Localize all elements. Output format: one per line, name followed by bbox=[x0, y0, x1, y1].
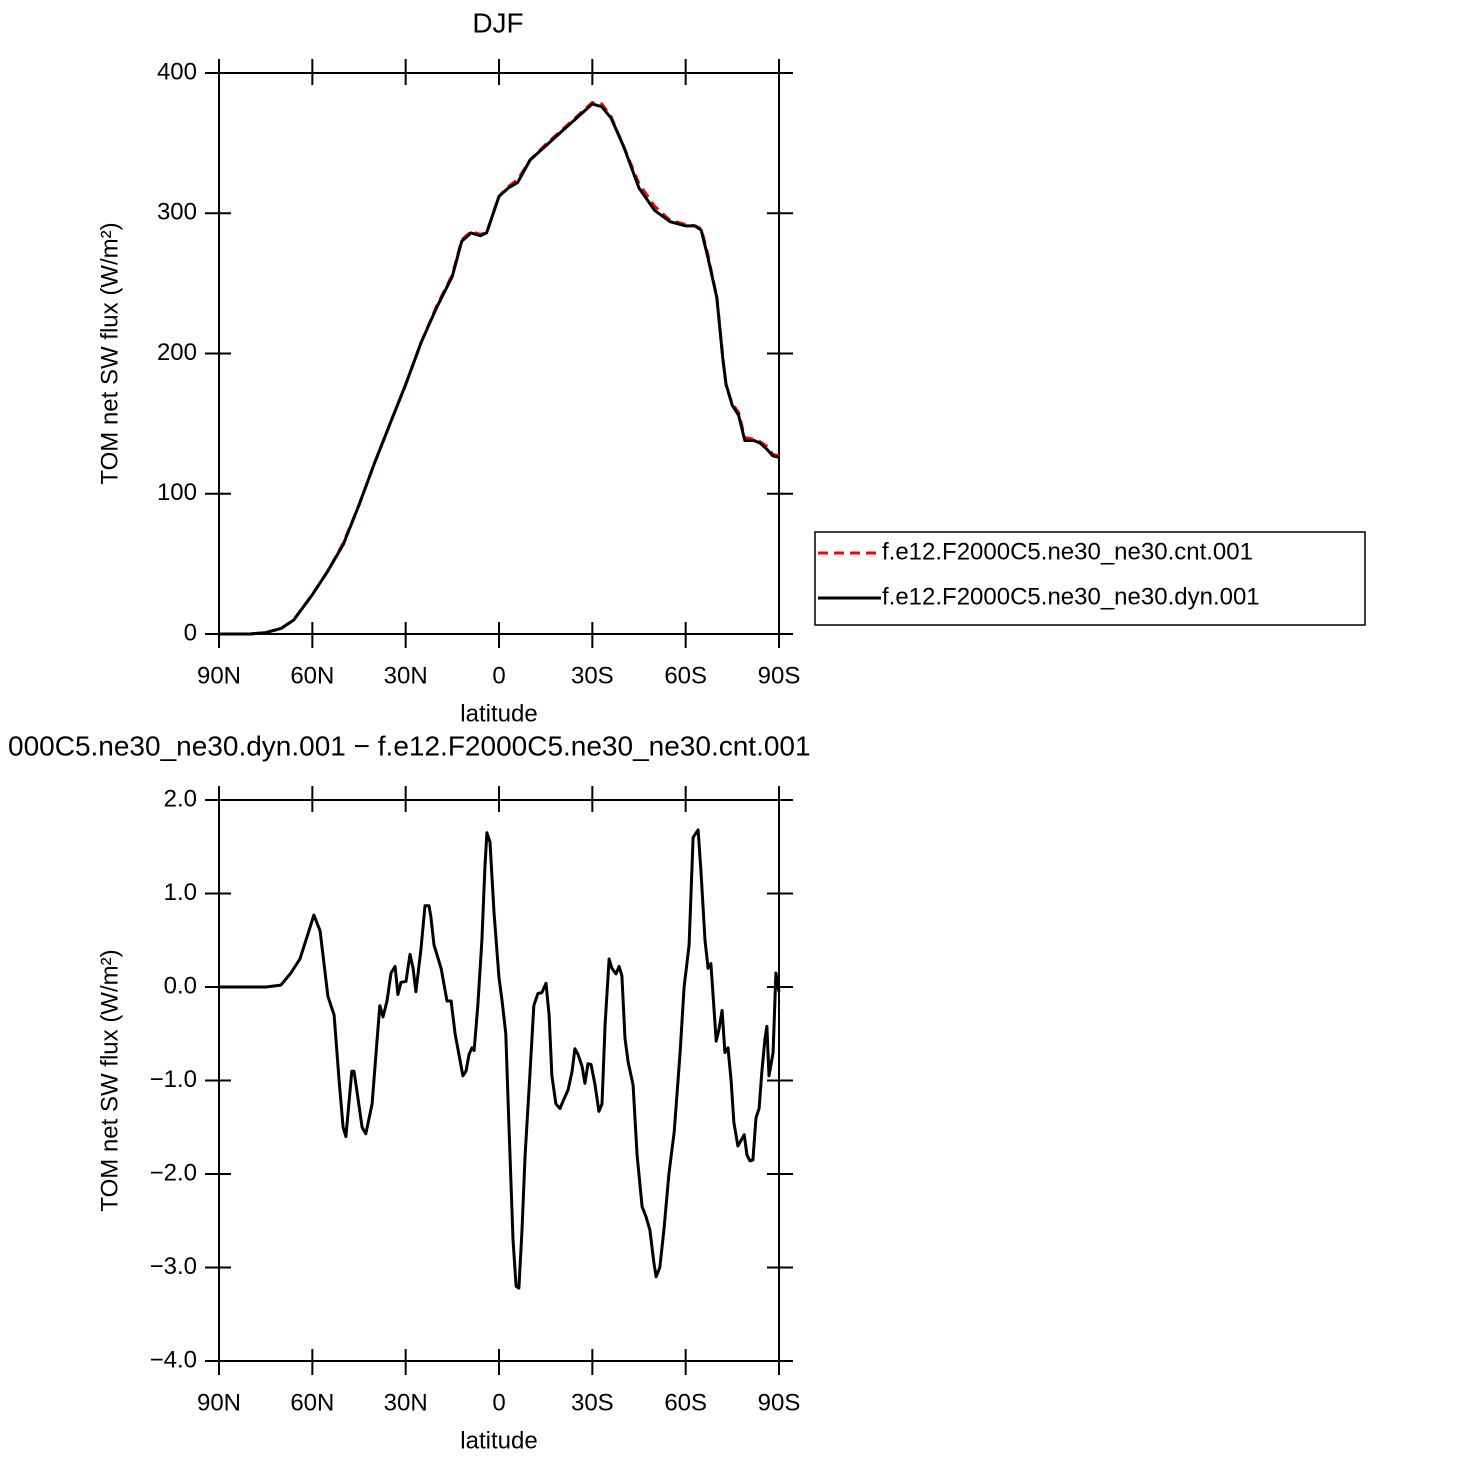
series-line bbox=[219, 102, 780, 636]
y-tick-label: 0.0 bbox=[164, 972, 197, 999]
y-tick-label: 200 bbox=[157, 339, 197, 366]
x-tick-label: 60S bbox=[664, 662, 707, 689]
y-tick-label: −1.0 bbox=[150, 1066, 197, 1093]
x-tick-label: 90S bbox=[758, 662, 801, 689]
x-tick-label: 90S bbox=[758, 1389, 801, 1416]
y-tick-label: 300 bbox=[157, 199, 197, 226]
y-tick-label: −2.0 bbox=[150, 1159, 197, 1186]
y-tick-label: 400 bbox=[157, 58, 197, 85]
y-tick-label: 1.0 bbox=[164, 879, 197, 906]
data-line bbox=[219, 828, 781, 1290]
chart-title: 000C5.ne30_ne30.dyn.001 − f.e12.F2000C5.… bbox=[8, 730, 811, 761]
x-tick-label: 60N bbox=[290, 662, 334, 689]
x-tick-label: 30N bbox=[384, 662, 428, 689]
legend-label: f.e12.F2000C5.ne30_ne30.cnt.001 bbox=[882, 538, 1253, 565]
legend-label: f.e12.F2000C5.ne30_ne30.dyn.001 bbox=[882, 583, 1260, 610]
legend-box bbox=[814, 531, 1366, 626]
x-tick-label: 30N bbox=[384, 1389, 428, 1416]
chart-title: DJF bbox=[472, 7, 523, 38]
y-tick-label: 2.0 bbox=[164, 785, 197, 812]
x-tick-label: 60S bbox=[664, 1389, 707, 1416]
y-tick-label: −3.0 bbox=[150, 1253, 197, 1280]
x-axis-label: latitude bbox=[460, 700, 537, 727]
x-tick-label: 60N bbox=[290, 1389, 334, 1416]
series-line bbox=[219, 101, 780, 636]
x-tick-label: 90N bbox=[197, 662, 241, 689]
y-tick-label: 0 bbox=[184, 619, 197, 646]
x-tick-label: 0 bbox=[492, 662, 505, 689]
x-tick-label: 0 bbox=[492, 1389, 505, 1416]
x-tick-label: 90N bbox=[197, 1389, 241, 1416]
y-axis-label: TOM net SW flux (W/m²) bbox=[96, 949, 123, 1211]
plot-frame bbox=[218, 799, 780, 1362]
x-tick-label: 30S bbox=[571, 662, 614, 689]
plot-frame bbox=[218, 72, 780, 635]
x-axis-label: latitude bbox=[460, 1427, 537, 1454]
y-tick-label: 100 bbox=[157, 479, 197, 506]
x-tick-label: 30S bbox=[571, 1389, 614, 1416]
y-axis-label: TOM net SW flux (W/m²) bbox=[96, 222, 123, 484]
y-tick-label: −4.0 bbox=[150, 1346, 197, 1373]
